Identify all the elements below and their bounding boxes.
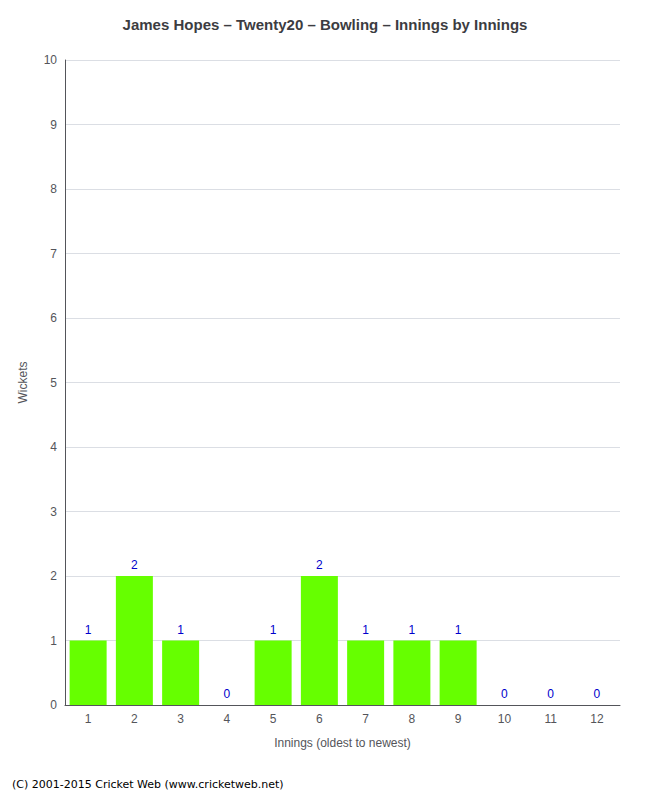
svg-text:9: 9 — [50, 118, 57, 132]
svg-text:12: 12 — [590, 712, 604, 726]
svg-text:0: 0 — [224, 687, 231, 701]
svg-text:2: 2 — [131, 558, 138, 572]
svg-text:0: 0 — [594, 687, 601, 701]
svg-text:6: 6 — [50, 311, 57, 325]
svg-text:1: 1 — [85, 712, 92, 726]
svg-text:4: 4 — [50, 440, 57, 454]
svg-text:8: 8 — [50, 182, 57, 196]
svg-text:2: 2 — [316, 558, 323, 572]
svg-text:0: 0 — [547, 687, 554, 701]
svg-text:2: 2 — [50, 569, 57, 583]
svg-text:8: 8 — [409, 712, 416, 726]
svg-text:1: 1 — [270, 623, 277, 637]
svg-text:7: 7 — [50, 247, 57, 261]
svg-text:7: 7 — [362, 712, 369, 726]
svg-text:1: 1 — [409, 623, 416, 637]
svg-text:0: 0 — [501, 687, 508, 701]
svg-text:James Hopes – Twenty20 – Bowli: James Hopes – Twenty20 – Bowling – Innin… — [123, 16, 528, 33]
svg-text:1: 1 — [177, 623, 184, 637]
svg-text:3: 3 — [177, 712, 184, 726]
svg-text:Innings (oldest to newest): Innings (oldest to newest) — [274, 736, 411, 750]
svg-text:9: 9 — [455, 712, 462, 726]
svg-text:3: 3 — [50, 505, 57, 519]
svg-text:(C) 2001-2015 Cricket Web (www: (C) 2001-2015 Cricket Web (www.cricketwe… — [12, 778, 284, 791]
svg-text:10: 10 — [498, 712, 512, 726]
svg-text:Wickets: Wickets — [16, 362, 30, 404]
svg-text:10: 10 — [44, 53, 58, 67]
svg-text:5: 5 — [50, 376, 57, 390]
svg-text:4: 4 — [224, 712, 231, 726]
svg-text:1: 1 — [362, 623, 369, 637]
svg-text:6: 6 — [316, 712, 323, 726]
svg-text:1: 1 — [50, 634, 57, 648]
svg-text:2: 2 — [131, 712, 138, 726]
svg-text:0: 0 — [50, 698, 57, 712]
svg-text:1: 1 — [85, 623, 92, 637]
svg-text:1: 1 — [455, 623, 462, 637]
svg-text:5: 5 — [270, 712, 277, 726]
svg-text:11: 11 — [544, 712, 557, 726]
